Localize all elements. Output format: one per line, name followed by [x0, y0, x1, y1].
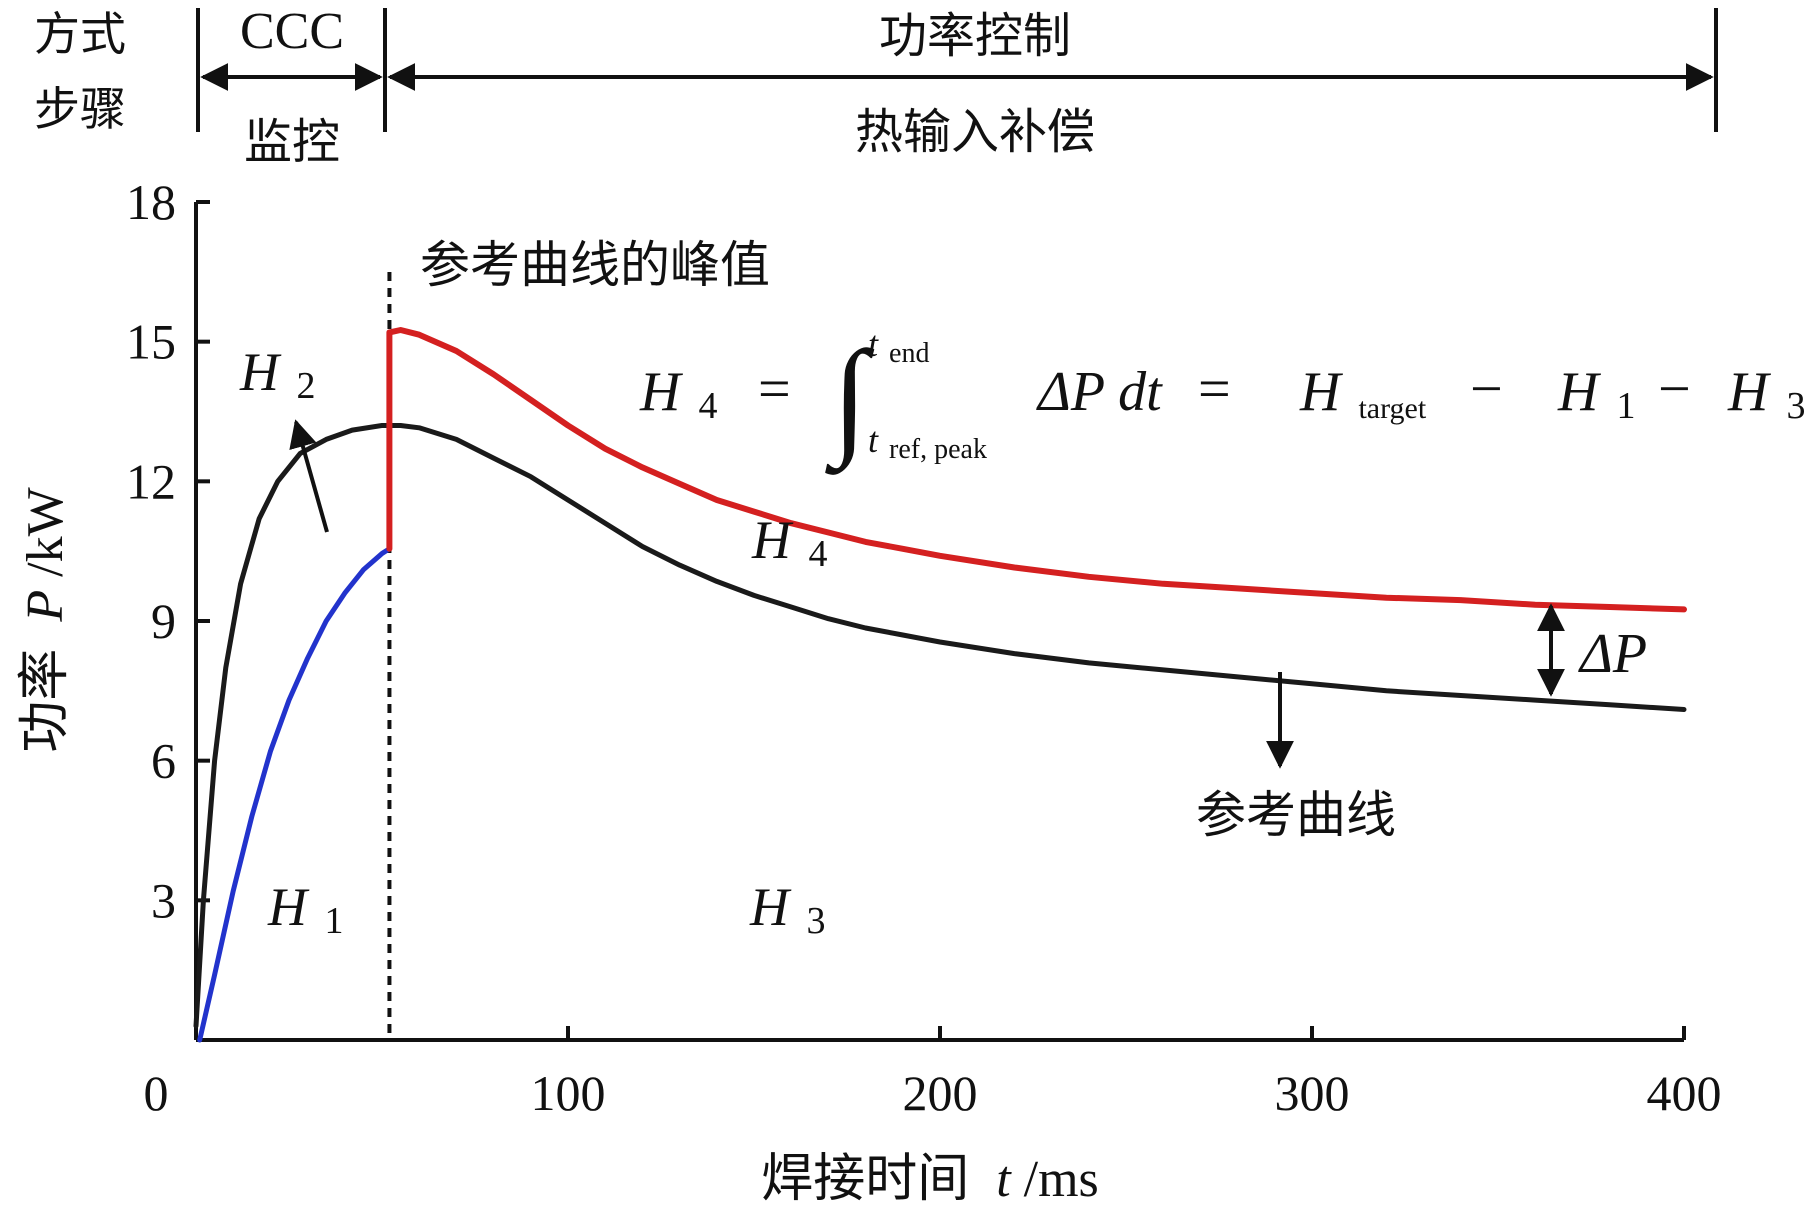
integral-upper-sub: end — [889, 338, 929, 369]
y-axis-title-text: 功率 — [15, 649, 75, 753]
y-axis-title: 功率 P /kW — [15, 487, 75, 752]
peak-label: 参考曲线的峰值 — [420, 236, 770, 294]
red-series-line — [386, 327, 1687, 613]
x-axis-title: 焊接时间 t /ms — [761, 1149, 1099, 1209]
y-tick-label: 9 — [151, 593, 176, 649]
phase-header: 方式 步骤 CCC 监控 功率控制 热输入补偿 — [34, 3, 1718, 170]
y-tick-label: 3 — [151, 872, 176, 928]
label-H3-var: H — [749, 877, 792, 937]
label-H4: H 4 — [751, 510, 828, 575]
header-row1-label: 方式 — [34, 7, 126, 61]
y-tick-label: 18 — [126, 174, 176, 230]
formula-rhs-a-var: H — [1299, 361, 1343, 423]
formula-eq2: = — [1198, 356, 1231, 421]
integral-sign: ∫ — [824, 325, 874, 475]
H2-arrow — [289, 419, 329, 533]
formula-rhs-b: H 1 — [1557, 361, 1635, 427]
header-row2-label: 步骤 — [34, 82, 126, 136]
y-tick-label: 15 — [126, 314, 176, 370]
y-ticks: 3 6 9 12 15 18 — [126, 174, 210, 928]
integral-lower-sub: ref, peak — [889, 434, 987, 465]
y-tick-label: 12 — [126, 453, 176, 509]
formula-minus2: − — [1658, 356, 1691, 421]
x-ticks: 0 100 200 300 400 — [144, 1026, 1722, 1121]
phase2-mode: 功率控制 — [879, 8, 1071, 64]
label-H2-var: H — [239, 342, 282, 402]
formula-rhs-a: H target — [1299, 361, 1427, 425]
formula-rhs-b-var: H — [1557, 361, 1601, 423]
formula-lhs-var: H — [639, 361, 683, 423]
label-H2-sub: 2 — [297, 365, 316, 407]
label-H4-var: H — [751, 510, 794, 570]
phase2-step: 热输入补偿 — [855, 104, 1095, 160]
formula-rhs-c-var: H — [1727, 361, 1771, 423]
x-tick-label: 0 — [144, 1065, 169, 1121]
y-axis-title-var: P — [17, 590, 74, 623]
phase1-mode: CCC — [240, 3, 344, 60]
label-H1: H 1 — [267, 877, 344, 942]
x-axis-title-text: 焊接时间 — [761, 1149, 969, 1209]
formula-eq1: = — [758, 356, 791, 421]
integral-upper: t end — [868, 324, 929, 369]
x-axis-title-var: t — [996, 1151, 1012, 1208]
integral-lower: t ref, peak — [868, 420, 987, 465]
formula-rhs-b-sub: 1 — [1616, 385, 1635, 427]
formula-rhs-c-sub: 3 — [1786, 385, 1805, 427]
label-H1-sub: 1 — [325, 900, 344, 942]
x-axis-title-unit: /ms — [1024, 1151, 1099, 1208]
formula-rhs-a-sub: target — [1358, 392, 1426, 425]
formula-lhs-sub: 4 — [698, 385, 717, 427]
blue-series-line — [197, 546, 392, 1043]
label-H1-var: H — [267, 877, 310, 937]
x-tick-label: 400 — [1647, 1065, 1722, 1121]
y-tick-label: 6 — [151, 733, 176, 789]
formula-minus1: − — [1470, 356, 1503, 421]
x-tick-label: 300 — [1275, 1065, 1350, 1121]
reference-series-line — [193, 423, 1687, 1029]
delta-p-label: ΔP — [1578, 623, 1647, 685]
reference-label: 参考曲线 — [1196, 786, 1396, 844]
series-group — [193, 327, 1687, 1043]
formula-rhs-c: H 3 — [1727, 361, 1805, 427]
phase1-step: 监控 — [244, 114, 340, 170]
label-H4-sub: 4 — [809, 533, 828, 575]
x-tick-label: 200 — [903, 1065, 978, 1121]
formula-lhs: H 4 — [639, 361, 717, 427]
x-tick-label: 100 — [531, 1065, 606, 1121]
label-H3: H 3 — [749, 877, 826, 942]
integral-lower-var: t — [868, 420, 879, 460]
heat-formula: H 4 = ∫ t end t ref, peak ΔP dt = H targ… — [639, 324, 1805, 475]
label-H2: H 2 — [239, 342, 316, 407]
integral-upper-var: t — [868, 324, 879, 364]
formula-integrand: ΔP dt — [1036, 361, 1163, 423]
label-H3-sub: 3 — [807, 900, 826, 942]
y-axis-title-unit: /kW — [17, 487, 74, 577]
